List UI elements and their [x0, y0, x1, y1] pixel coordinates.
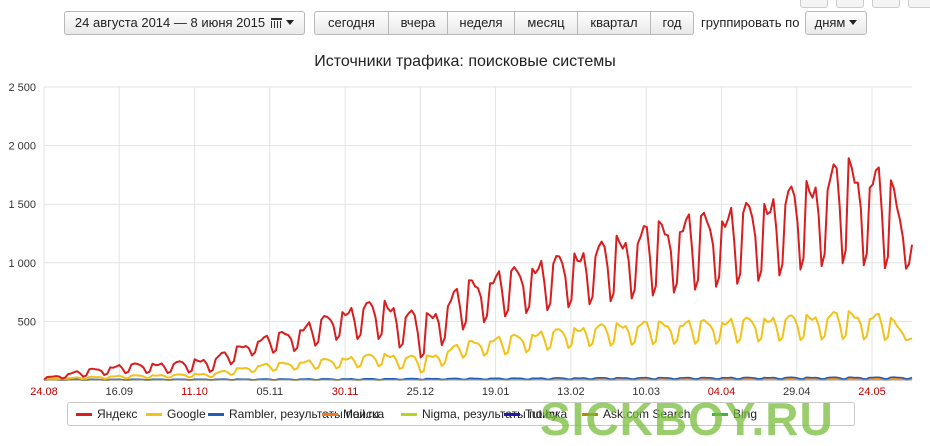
- legend-item-google[interactable]: Google: [146, 403, 206, 425]
- legend-swatch: [76, 413, 92, 416]
- legend-swatch: [146, 413, 162, 416]
- y-tick-label: 2 000: [8, 141, 36, 153]
- x-tick-label: 24.08: [30, 386, 58, 398]
- legend-swatch: [504, 413, 520, 416]
- x-tick-label: 05.11: [256, 386, 283, 398]
- legend-item-mailru[interactable]: Mail.ru: [322, 403, 379, 425]
- series-line-yandex: [44, 158, 912, 380]
- x-tick-label: 30.11: [332, 386, 359, 398]
- x-tick-label: 19.01: [482, 386, 510, 398]
- watermark: SICKBOY.RU: [540, 392, 834, 446]
- x-tick-label: 11.10: [181, 386, 208, 398]
- y-tick-label: 500: [18, 316, 36, 328]
- x-tick-label: 25.12: [407, 386, 435, 398]
- legend-item-yandex[interactable]: Яндекс: [76, 403, 137, 425]
- legend-swatch: [322, 413, 338, 416]
- x-tick-label: 16.09: [106, 386, 134, 398]
- y-tick-label: 1 500: [8, 199, 36, 211]
- legend-label: Яндекс: [97, 407, 137, 421]
- line-chart: 500 1 000 1 500 2 000 2 500 24.08 16.09 11.10 05…: [0, 0, 930, 400]
- y-tick-label: 2 500: [8, 82, 36, 94]
- legend-swatch: [401, 413, 417, 416]
- x-tick-label: 24.05: [858, 386, 886, 398]
- series-lines: [44, 158, 912, 380]
- legend-swatch: [208, 413, 224, 416]
- legend-label: Mail.ru: [343, 407, 379, 421]
- legend-label: Google: [167, 407, 206, 421]
- y-tick-label: 1 000: [8, 258, 36, 270]
